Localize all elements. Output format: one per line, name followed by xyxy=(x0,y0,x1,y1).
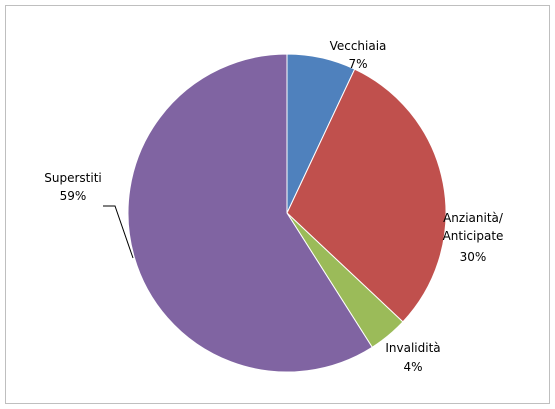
slice-value-label: 59% xyxy=(59,189,87,203)
slice-value-label: 7% xyxy=(348,57,368,71)
slice-value-label: 30% xyxy=(459,250,487,264)
pie-slice xyxy=(127,53,373,373)
leader-line xyxy=(103,205,134,259)
slice-label: Vecchiaia xyxy=(329,39,387,53)
slice-value-label: 4% xyxy=(403,360,423,374)
slice-label: Invalidità xyxy=(385,341,441,355)
slice-label: Anzianità/ Anticipate xyxy=(442,211,504,243)
pie-slice xyxy=(286,68,447,323)
slice-label: Superstiti xyxy=(44,171,102,185)
